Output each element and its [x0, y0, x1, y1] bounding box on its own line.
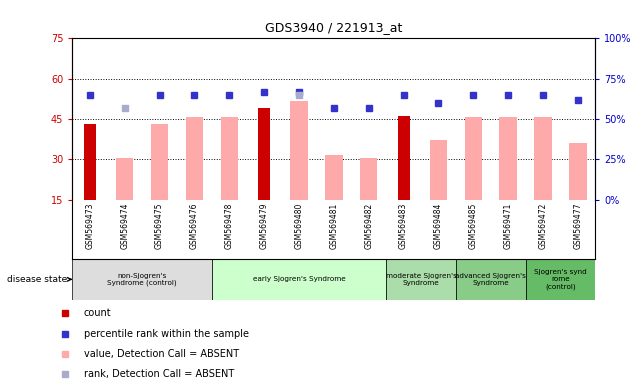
Text: GSM569471: GSM569471	[504, 203, 513, 249]
Bar	[398, 116, 410, 200]
Bar	[534, 118, 552, 200]
Text: disease state: disease state	[7, 275, 71, 284]
Text: GSM569473: GSM569473	[86, 203, 94, 249]
Bar	[360, 158, 377, 200]
Bar	[500, 118, 517, 200]
Text: GSM569481: GSM569481	[329, 203, 338, 249]
Text: GSM569479: GSM569479	[260, 203, 268, 249]
Text: GSM569484: GSM569484	[434, 203, 443, 249]
Bar	[525, 259, 595, 300]
Text: GSM569475: GSM569475	[155, 203, 164, 249]
Text: moderate Sjogren's
Syndrome: moderate Sjogren's Syndrome	[386, 273, 457, 286]
Text: percentile rank within the sample: percentile rank within the sample	[84, 329, 249, 339]
Text: GSM569483: GSM569483	[399, 203, 408, 249]
Bar	[212, 259, 386, 300]
Bar	[290, 101, 307, 200]
Bar	[116, 158, 134, 200]
Text: non-Sjogren's
Syndrome (control): non-Sjogren's Syndrome (control)	[107, 273, 177, 286]
Bar	[151, 124, 168, 200]
Text: GSM569478: GSM569478	[225, 203, 234, 249]
Bar	[72, 259, 212, 300]
Bar	[465, 118, 482, 200]
Text: GSM569480: GSM569480	[295, 203, 304, 249]
Bar	[456, 259, 525, 300]
Text: advanced Sjogren's
Syndrome: advanced Sjogren's Syndrome	[455, 273, 526, 286]
Bar	[430, 140, 447, 200]
Text: GSM569477: GSM569477	[573, 203, 582, 249]
Bar	[386, 259, 456, 300]
Bar	[220, 118, 238, 200]
Text: GSM569482: GSM569482	[364, 203, 373, 249]
Bar	[258, 108, 270, 200]
Text: value, Detection Call = ABSENT: value, Detection Call = ABSENT	[84, 349, 239, 359]
Bar	[325, 154, 343, 200]
Text: GSM569472: GSM569472	[539, 203, 547, 249]
Text: GSM569476: GSM569476	[190, 203, 199, 249]
Bar	[186, 118, 203, 200]
Bar	[569, 143, 587, 200]
Text: GSM569474: GSM569474	[120, 203, 129, 249]
Text: GSM569485: GSM569485	[469, 203, 478, 249]
Text: count: count	[84, 308, 112, 318]
Text: early Sjogren's Syndrome: early Sjogren's Syndrome	[253, 276, 345, 282]
Title: GDS3940 / 221913_at: GDS3940 / 221913_at	[265, 22, 403, 35]
Bar	[84, 124, 96, 200]
Text: rank, Detection Call = ABSENT: rank, Detection Call = ABSENT	[84, 369, 234, 379]
Text: Sjogren's synd
rome
(control): Sjogren's synd rome (control)	[534, 269, 587, 290]
